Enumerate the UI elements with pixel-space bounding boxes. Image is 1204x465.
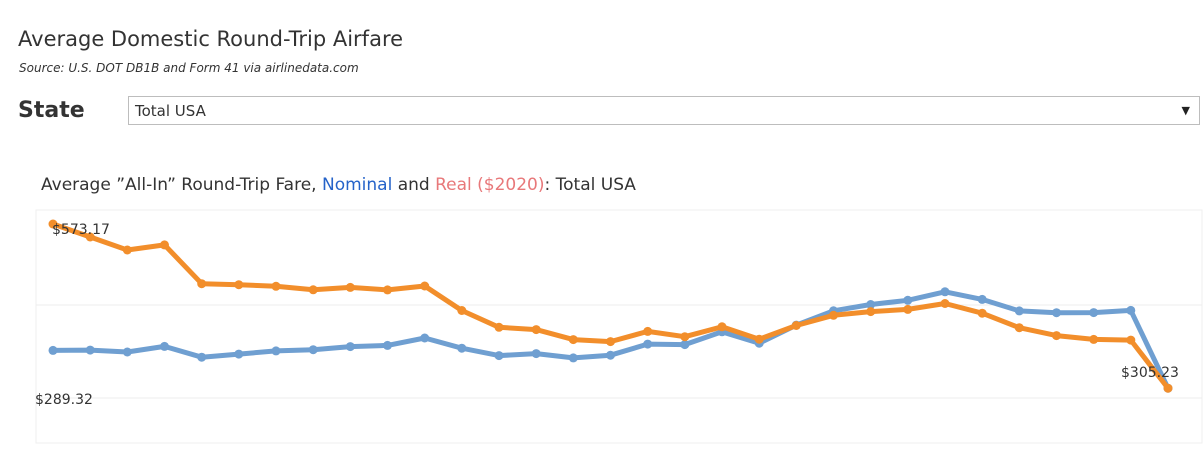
data-point-real[interactable] — [197, 279, 207, 289]
data-point-nominal[interactable] — [383, 340, 392, 350]
data-point-nominal[interactable] — [234, 349, 244, 359]
data-point-real[interactable] — [680, 332, 690, 342]
label-min: $289.32 — [35, 392, 93, 408]
data-point-real[interactable] — [977, 308, 987, 318]
data-point-real[interactable] — [48, 219, 58, 229]
data-point-nominal[interactable] — [643, 339, 653, 349]
data-point-real[interactable] — [1052, 331, 1061, 341]
data-point-nominal[interactable] — [197, 352, 207, 362]
chart-title-suffix: : Total USA — [544, 175, 636, 195]
data-point-nominal[interactable] — [48, 345, 58, 355]
source-note: Source: U.S. DOT DB1B and Form 41 via ai… — [19, 61, 359, 75]
data-point-real[interactable] — [1014, 323, 1024, 333]
data-point-real[interactable] — [1126, 335, 1136, 345]
plot-area-frame — [35, 209, 1203, 444]
data-point-nominal[interactable] — [494, 351, 504, 361]
label-end: $305.23 — [1121, 365, 1179, 381]
chart-title-real: Real ($2020) — [435, 175, 545, 195]
chart-title-and: and — [392, 175, 436, 195]
data-point-nominal[interactable] — [308, 345, 318, 355]
data-point-nominal[interactable] — [680, 340, 690, 350]
state-filter-label: State — [18, 98, 85, 123]
data-point-nominal[interactable] — [1014, 306, 1024, 316]
data-point-real[interactable] — [643, 326, 653, 336]
data-point-real[interactable] — [160, 240, 169, 250]
data-point-real[interactable] — [420, 281, 430, 291]
data-point-nominal[interactable] — [940, 287, 950, 297]
chart-title-prefix: Average ”All-In” Round-Trip Fare, — [41, 175, 322, 195]
label-start-real: $573.17 — [52, 222, 110, 238]
data-point-real[interactable] — [345, 282, 355, 292]
data-point-nominal[interactable] — [85, 345, 95, 355]
data-point-nominal[interactable] — [568, 353, 578, 363]
data-point-nominal[interactable] — [903, 295, 913, 305]
data-point-nominal[interactable] — [531, 349, 541, 359]
data-point-real[interactable] — [494, 322, 504, 332]
data-point-nominal[interactable] — [271, 346, 281, 356]
data-point-real[interactable] — [1089, 334, 1099, 344]
data-point-nominal[interactable] — [1052, 308, 1061, 318]
data-point-nominal[interactable] — [122, 347, 132, 357]
state-dropdown[interactable]: Total USA ▼ — [128, 96, 1200, 125]
data-point-nominal[interactable] — [866, 300, 876, 309]
data-point-nominal[interactable] — [345, 342, 355, 352]
state-dropdown-value: Total USA — [135, 102, 206, 120]
chart-title: Average ”All-In” Round-Trip Fare, Nomina… — [41, 175, 636, 195]
data-point-real[interactable] — [122, 245, 132, 255]
data-point-real[interactable] — [1163, 383, 1173, 393]
chart-title-nominal: Nominal — [321, 175, 393, 195]
data-point-nominal[interactable] — [457, 343, 467, 353]
page-title: Average Domestic Round-Trip Airfare — [18, 27, 404, 51]
data-point-real[interactable] — [940, 299, 950, 308]
data-point-real[interactable] — [457, 306, 467, 315]
data-point-nominal[interactable] — [1089, 308, 1099, 318]
chevron-down-icon[interactable]: ▼ — [1181, 104, 1190, 117]
data-point-real[interactable] — [791, 321, 801, 330]
data-point-real[interactable] — [531, 325, 541, 335]
data-point-real[interactable] — [903, 304, 913, 314]
data-point-real[interactable] — [866, 307, 876, 317]
data-point-real[interactable] — [606, 337, 615, 347]
data-point-nominal[interactable] — [977, 294, 987, 304]
data-point-real[interactable] — [829, 310, 838, 320]
data-point-real[interactable] — [85, 232, 95, 242]
data-point-real[interactable] — [717, 322, 727, 332]
data-point-real[interactable] — [308, 285, 318, 295]
data-point-real[interactable] — [754, 334, 764, 344]
data-point-real[interactable] — [271, 281, 281, 291]
data-point-nominal[interactable] — [1126, 305, 1136, 315]
data-point-nominal[interactable] — [420, 333, 430, 343]
data-point-nominal[interactable] — [606, 350, 615, 360]
data-point-real[interactable] — [234, 280, 244, 290]
data-point-nominal[interactable] — [160, 341, 169, 351]
data-point-real[interactable] — [383, 285, 392, 295]
data-point-real[interactable] — [568, 335, 578, 345]
